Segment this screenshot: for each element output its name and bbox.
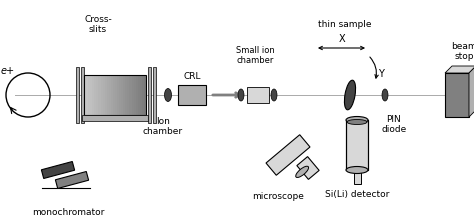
Bar xyxy=(129,75,132,115)
Text: CRL: CRL xyxy=(183,72,201,81)
Bar xyxy=(140,75,142,115)
Ellipse shape xyxy=(347,119,367,125)
Bar xyxy=(86,75,89,115)
Text: Ion
chamber: Ion chamber xyxy=(143,117,183,136)
Text: Y: Y xyxy=(378,69,384,79)
Bar xyxy=(347,120,348,170)
Bar xyxy=(119,75,122,115)
Ellipse shape xyxy=(346,166,368,174)
Bar xyxy=(111,75,113,115)
Text: beam
stop: beam stop xyxy=(451,42,474,61)
Ellipse shape xyxy=(345,80,356,110)
Bar xyxy=(361,120,363,170)
Bar xyxy=(153,67,156,123)
Text: thin sample: thin sample xyxy=(318,20,372,29)
Bar xyxy=(117,75,119,115)
Polygon shape xyxy=(297,157,319,179)
Bar xyxy=(82,115,148,121)
Ellipse shape xyxy=(238,89,244,101)
Bar xyxy=(90,75,93,115)
Ellipse shape xyxy=(164,88,172,101)
Bar xyxy=(125,75,128,115)
Bar xyxy=(88,75,91,115)
Polygon shape xyxy=(41,162,74,179)
Text: PIN
diode: PIN diode xyxy=(382,115,407,134)
Bar xyxy=(84,75,146,115)
Text: X: X xyxy=(339,34,346,44)
Bar xyxy=(178,85,206,105)
Bar xyxy=(115,75,118,115)
Bar xyxy=(134,75,136,115)
Bar xyxy=(138,75,140,115)
Bar xyxy=(81,67,84,123)
Bar xyxy=(128,75,130,115)
Bar xyxy=(366,120,367,170)
Bar xyxy=(136,75,138,115)
Bar xyxy=(113,75,116,115)
Ellipse shape xyxy=(271,89,277,101)
Bar xyxy=(105,75,107,115)
Bar xyxy=(121,75,124,115)
Bar xyxy=(358,120,359,170)
Bar xyxy=(84,75,87,115)
Bar xyxy=(367,120,368,170)
Bar xyxy=(363,120,364,170)
Ellipse shape xyxy=(346,116,368,123)
Bar xyxy=(131,75,134,115)
Bar xyxy=(107,75,109,115)
Bar xyxy=(247,87,269,103)
Bar xyxy=(356,120,357,170)
Bar xyxy=(352,120,353,170)
Text: Small ion
chamber: Small ion chamber xyxy=(236,46,274,65)
Bar xyxy=(357,120,358,170)
Polygon shape xyxy=(445,66,474,73)
Bar xyxy=(144,75,146,115)
Text: Si(Li) detector: Si(Li) detector xyxy=(325,190,389,199)
Polygon shape xyxy=(469,66,474,117)
Bar xyxy=(100,75,103,115)
Bar xyxy=(346,120,368,170)
Text: e+: e+ xyxy=(1,66,15,76)
Bar xyxy=(365,120,366,170)
Bar xyxy=(354,170,361,184)
Bar xyxy=(148,67,151,123)
Bar xyxy=(102,75,105,115)
Bar xyxy=(360,120,362,170)
Bar xyxy=(142,75,145,115)
Ellipse shape xyxy=(382,89,388,101)
Bar xyxy=(355,120,356,170)
Bar xyxy=(364,120,365,170)
Text: monochromator: monochromator xyxy=(32,208,104,217)
Bar xyxy=(123,75,126,115)
Text: microscope: microscope xyxy=(252,192,304,201)
Ellipse shape xyxy=(296,166,309,177)
Bar xyxy=(109,75,111,115)
Bar xyxy=(96,75,99,115)
Bar xyxy=(350,120,352,170)
Bar xyxy=(76,67,79,123)
Bar xyxy=(94,75,97,115)
Bar xyxy=(92,75,95,115)
Bar xyxy=(348,120,350,170)
Bar xyxy=(346,120,347,170)
Bar xyxy=(99,75,101,115)
Text: Cross-
slits: Cross- slits xyxy=(84,15,112,34)
Bar xyxy=(349,120,351,170)
Polygon shape xyxy=(266,135,310,175)
Bar xyxy=(445,73,469,117)
Bar xyxy=(346,120,368,170)
Bar xyxy=(354,120,355,170)
Bar xyxy=(353,120,354,170)
Polygon shape xyxy=(55,172,89,188)
Bar xyxy=(359,120,361,170)
